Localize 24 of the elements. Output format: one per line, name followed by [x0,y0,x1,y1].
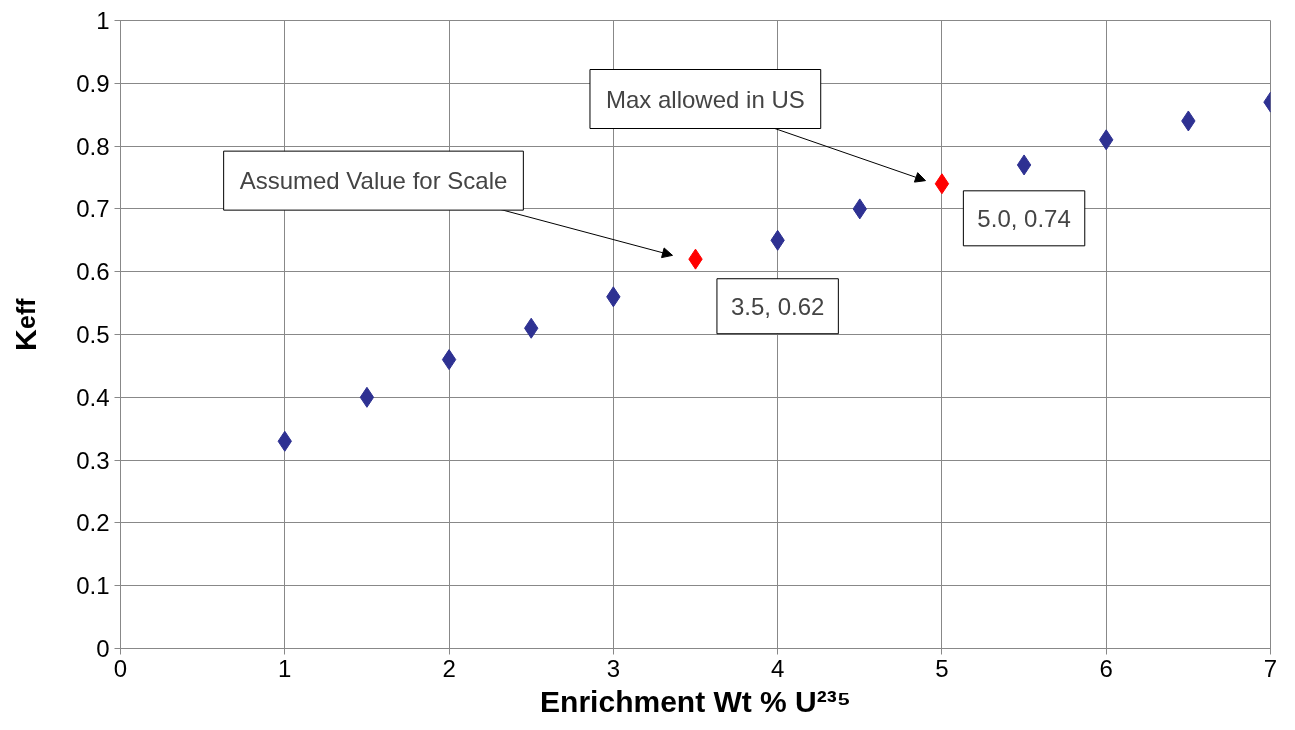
y-tick-label: 0.4 [76,383,110,411]
x-tick-label: 1 [278,654,292,682]
x-axis-title: Enrichment Wt % U²³⁵ [540,684,851,718]
y-tick-label: 0 [96,635,110,662]
x-tick-label: 3 [606,654,621,682]
y-tick-label: 0.6 [76,258,110,286]
y-tick-label: 0.1 [76,572,110,600]
x-tick-label: 7 [1263,654,1278,682]
y-tick-label: 0.2 [76,509,110,537]
y-tick-label: 0.8 [76,132,110,160]
y-tick-label: 1 [96,7,110,34]
x-tick-label: 5 [935,654,949,682]
y-tick-label: 0.5 [76,321,110,348]
y-tick-label: 0.9 [76,69,110,97]
data-label: 5.0, 0.74 [977,204,1071,232]
annotation: Max allowed in US [605,85,805,113]
x-tick-label: 0 [113,654,128,682]
annotation: Assumed Value for Scale [239,167,508,195]
x-tick-label: 6 [1099,654,1113,682]
x-tick-label: 2 [442,654,456,682]
data-label: 3.5, 0.62 [730,292,825,320]
y-tick-label: 0.7 [76,195,110,223]
x-tick-label: 4 [770,654,785,682]
y-tick-label: 0.3 [76,446,110,474]
